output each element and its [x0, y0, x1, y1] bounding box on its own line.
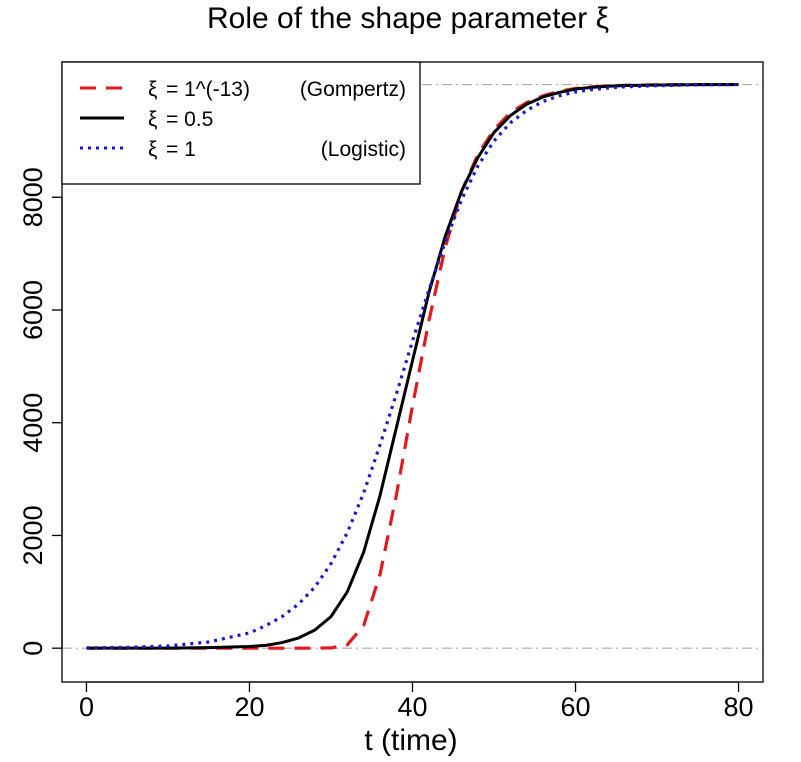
series-line-2	[86, 82, 739, 650]
y-tick-label: 6000	[18, 280, 48, 340]
legend-symbol: ξ	[148, 108, 157, 131]
y-axis: 0 2000 4000 6000 8000	[18, 167, 63, 656]
legend: ξ = 1^(-13) (Gompertz) ξ = 0.5 ξ = 1 (Logistic)	[61, 61, 421, 185]
legend-symbol: ξ	[148, 138, 157, 161]
y-tick-label: 8000	[18, 167, 48, 227]
legend-label: = 1	[166, 138, 196, 161]
x-tick-label: 80	[724, 692, 754, 722]
x-axis-label: t (time)	[364, 724, 457, 757]
x-axis: 0 20 40 60 80	[79, 681, 754, 722]
legend-symbol: ξ	[148, 78, 157, 101]
x-tick-label: 40	[397, 692, 427, 722]
x-tick-label: 60	[560, 692, 590, 722]
legend-box	[61, 61, 421, 185]
x-tick-label: 20	[234, 692, 264, 722]
legend-label: = 1^(-13)	[166, 78, 250, 101]
y-tick-label: 2000	[18, 505, 48, 565]
chart-title: Role of the shape parameter ξ	[207, 2, 609, 35]
legend-note: (Gompertz)	[300, 78, 406, 101]
y-tick-label: 0	[18, 641, 48, 656]
y-tick-label: 4000	[18, 393, 48, 453]
legend-label: = 0.5	[166, 108, 213, 131]
x-tick-label: 0	[79, 692, 94, 722]
legend-note: (Logistic)	[321, 138, 406, 161]
